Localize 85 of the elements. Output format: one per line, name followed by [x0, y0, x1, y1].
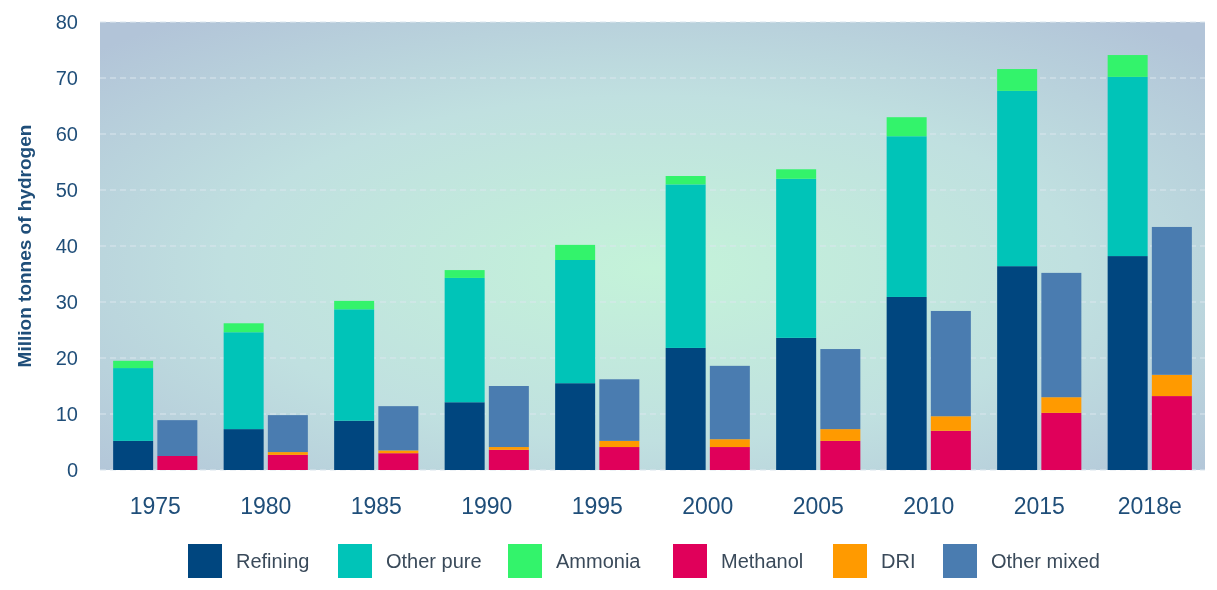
- bar: [709, 447, 750, 470]
- x-tick-label: 1985: [350, 493, 402, 519]
- bar: [1151, 396, 1192, 470]
- bar: [1041, 397, 1082, 413]
- legend-label: Ammonia: [556, 550, 642, 572]
- bar: [930, 310, 971, 417]
- bar: [599, 379, 640, 441]
- y-tick-label: 10: [55, 403, 78, 425]
- bar: [776, 178, 817, 338]
- bar: [776, 337, 817, 470]
- x-tick-label: 1990: [461, 493, 513, 519]
- bar: [378, 453, 419, 470]
- x-tick-label: 1980: [240, 493, 292, 519]
- bar: [488, 386, 529, 448]
- bar: [665, 176, 706, 185]
- bar: [709, 365, 750, 440]
- x-tick-label: 2005: [792, 493, 844, 519]
- x-tick-label: 2015: [1013, 493, 1065, 519]
- bar: [113, 440, 154, 470]
- x-tick-label: 1995: [571, 493, 623, 519]
- bar: [1107, 256, 1148, 470]
- legend-label: Other pure: [386, 550, 482, 572]
- legend-label: DRI: [881, 550, 916, 572]
- bar: [223, 429, 264, 470]
- bar: [1041, 272, 1082, 398]
- bar: [886, 296, 927, 470]
- bar: [444, 270, 485, 278]
- bar: [488, 449, 529, 470]
- bar: [886, 136, 927, 297]
- y-tick-label: 40: [55, 235, 78, 257]
- y-tick-label: 20: [55, 347, 78, 369]
- bar: [444, 402, 485, 470]
- bar: [555, 383, 596, 470]
- y-tick-label: 50: [55, 179, 78, 201]
- bar: [334, 420, 375, 470]
- bar: [334, 300, 375, 310]
- legend-label: Refining: [236, 550, 310, 572]
- legend-label: Other mixed: [991, 550, 1100, 572]
- y-tick-label: 0: [66, 459, 78, 481]
- bar: [113, 360, 154, 369]
- legend-label: Methanol: [721, 550, 804, 572]
- bar: [997, 266, 1038, 470]
- bar: [113, 368, 154, 441]
- bar: [1107, 55, 1148, 77]
- bar: [709, 439, 750, 448]
- bar: [1107, 76, 1148, 257]
- bar: [665, 347, 706, 470]
- bar: [930, 430, 971, 470]
- bar: [820, 349, 861, 430]
- x-tick-label: 1975: [129, 493, 181, 519]
- bar: [267, 454, 308, 470]
- bar: [444, 277, 485, 403]
- y-tick-label: 30: [55, 291, 78, 313]
- bar: [267, 415, 308, 453]
- bar: [1041, 412, 1082, 470]
- bar: [223, 332, 264, 430]
- bar: [157, 456, 198, 470]
- bar: [997, 90, 1038, 267]
- bar: [157, 420, 198, 456]
- y-tick-label: 60: [55, 123, 78, 145]
- bar: [930, 416, 971, 431]
- bar: [267, 452, 308, 455]
- bar: [886, 117, 927, 137]
- bar: [776, 169, 817, 179]
- y-tick-label: 80: [55, 11, 78, 33]
- bar: [665, 184, 706, 348]
- bar: [488, 447, 529, 450]
- bar: [820, 440, 861, 470]
- y-tick-label: 70: [55, 67, 78, 89]
- bar: [378, 450, 419, 454]
- bar: [997, 69, 1038, 91]
- bar: [378, 406, 419, 451]
- bar: [223, 323, 264, 333]
- bar: [820, 429, 861, 441]
- x-tick-label: 2000: [682, 493, 734, 519]
- y-axis-title: Million tonnes of hydrogen: [13, 124, 35, 368]
- bar: [599, 440, 640, 448]
- x-tick-label: 2018e: [1117, 493, 1182, 519]
- bar: [1151, 374, 1192, 397]
- bar: [599, 447, 640, 470]
- bar: [555, 260, 596, 384]
- x-tick-label: 2010: [903, 493, 955, 519]
- bar: [334, 309, 375, 421]
- bar: [1151, 226, 1192, 375]
- bar: [555, 244, 596, 260]
